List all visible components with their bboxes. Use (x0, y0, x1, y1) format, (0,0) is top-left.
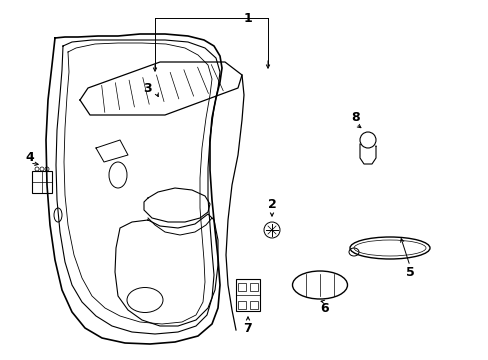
Text: 2: 2 (267, 198, 276, 211)
Text: 5: 5 (405, 265, 413, 279)
Bar (32, 171, 52, 193)
Bar (238, 301, 245, 309)
Text: 8: 8 (351, 112, 360, 125)
Bar (236, 279, 260, 311)
Text: 3: 3 (143, 81, 152, 94)
Bar (249, 283, 258, 291)
Text: 7: 7 (243, 321, 252, 334)
Text: 4: 4 (25, 152, 34, 165)
Bar (238, 283, 245, 291)
Text: 1: 1 (243, 12, 252, 24)
Bar (249, 301, 258, 309)
Text: 6: 6 (320, 301, 328, 315)
